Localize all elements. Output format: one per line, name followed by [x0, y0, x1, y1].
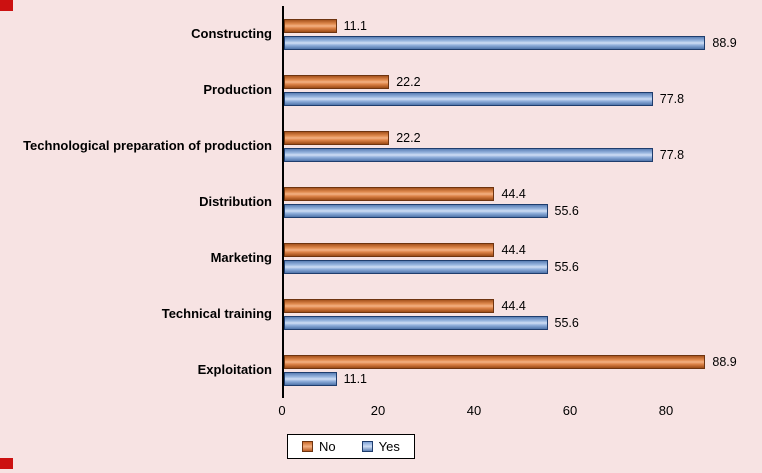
- bar-row: 22.2: [284, 74, 758, 89]
- bar-group: Technical training 44.4 55.6: [0, 286, 762, 342]
- bar-pair: 44.4 55.6: [282, 174, 762, 230]
- x-tick-label: 20: [370, 403, 386, 418]
- value-label: 22.2: [396, 130, 421, 145]
- value-label: 55.6: [554, 315, 579, 330]
- no-bar: [284, 354, 706, 369]
- x-tick-label: 80: [658, 403, 674, 418]
- bar-pair: 11.1 88.9: [282, 6, 762, 62]
- bar-row: 44.4: [284, 242, 758, 257]
- bar-row: 44.4: [284, 298, 758, 313]
- no-bar: [284, 74, 390, 89]
- legend: No Yes: [287, 434, 415, 459]
- value-label: 44.4: [501, 242, 526, 257]
- plot-groups: Constructing 11.1 88.9 Production 22.2 77.8 Te…: [0, 6, 762, 398]
- yes-bar: [284, 91, 653, 106]
- legend-label-no: No: [319, 439, 336, 454]
- bar-row: 55.6: [284, 315, 758, 330]
- bar-group: Distribution 44.4 55.6: [0, 174, 762, 230]
- x-axis-ticks: 0 20 40 60 80: [278, 398, 762, 422]
- x-tick-label: 40: [466, 403, 482, 418]
- category-label: Technological preparation of production: [23, 137, 272, 153]
- yes-bar: [284, 147, 653, 162]
- bar-pair: 44.4 55.6: [282, 230, 762, 286]
- bar-row: 44.4: [284, 186, 758, 201]
- value-label: 11.1: [343, 371, 368, 386]
- legend-item-no: No: [302, 439, 336, 454]
- bar-pair: 88.9 11.1: [282, 342, 762, 398]
- value-label: 55.6: [554, 259, 579, 274]
- no-bar: [284, 130, 390, 145]
- x-tick-label: 0: [278, 403, 286, 418]
- yes-series-swatch: [361, 441, 373, 452]
- value-label: 77.8: [659, 91, 685, 106]
- value-label: 88.9: [712, 35, 737, 50]
- value-label: 11.1: [343, 18, 368, 33]
- bar-row: 11.1: [284, 371, 758, 386]
- bar-group: Production 22.2 77.8: [0, 62, 762, 118]
- bar-row: 77.8: [284, 91, 758, 106]
- yes-bar: [284, 203, 548, 218]
- yes-bar: [284, 371, 337, 386]
- bar-row: 55.6: [284, 259, 758, 274]
- bar-group: Exploitation 88.9 11.1: [0, 342, 762, 398]
- no-bar: [284, 18, 337, 33]
- category-label: Distribution: [199, 193, 272, 209]
- corner-marker-bottom-left: [0, 458, 13, 469]
- bar-row: 55.6: [284, 203, 758, 218]
- yes-bar: [284, 35, 706, 50]
- category-label: Constructing: [191, 25, 272, 41]
- bar-group: Constructing 11.1 88.9: [0, 6, 762, 62]
- yes-bar: [284, 259, 548, 274]
- value-label: 22.2: [396, 74, 421, 89]
- x-tick-label: 60: [562, 403, 578, 418]
- category-label: Exploitation: [197, 361, 272, 377]
- bar-row: 88.9: [284, 35, 758, 50]
- bar-row: 22.2: [284, 130, 758, 145]
- bar-row: 11.1: [284, 18, 758, 33]
- value-label: 44.4: [501, 186, 526, 201]
- value-label: 44.4: [501, 298, 526, 313]
- bar-group: Marketing 44.4 55.6: [0, 230, 762, 286]
- bar-row: 77.8: [284, 147, 758, 162]
- bar-row: 88.9: [284, 354, 758, 369]
- no-series-swatch: [302, 441, 313, 452]
- legend-item-yes: Yes: [361, 439, 400, 454]
- no-bar: [284, 298, 495, 313]
- corner-marker-top-left: [0, 0, 13, 11]
- bar-pair: 22.2 77.8: [282, 118, 762, 174]
- category-label: Technical training: [161, 305, 272, 321]
- legend-label-yes: Yes: [378, 439, 400, 454]
- category-label: Marketing: [210, 249, 272, 265]
- value-label: 55.6: [554, 203, 579, 218]
- category-label: Production: [203, 81, 272, 97]
- no-bar: [284, 186, 495, 201]
- no-bar: [284, 242, 495, 257]
- bar-group: Technological preparation of production 2…: [0, 118, 762, 174]
- yes-bar: [284, 315, 548, 330]
- bar-pair: 44.4 55.6: [282, 286, 762, 342]
- value-label: 88.9: [712, 354, 737, 369]
- value-label: 77.8: [659, 147, 685, 162]
- bar-pair: 22.2 77.8: [282, 62, 762, 118]
